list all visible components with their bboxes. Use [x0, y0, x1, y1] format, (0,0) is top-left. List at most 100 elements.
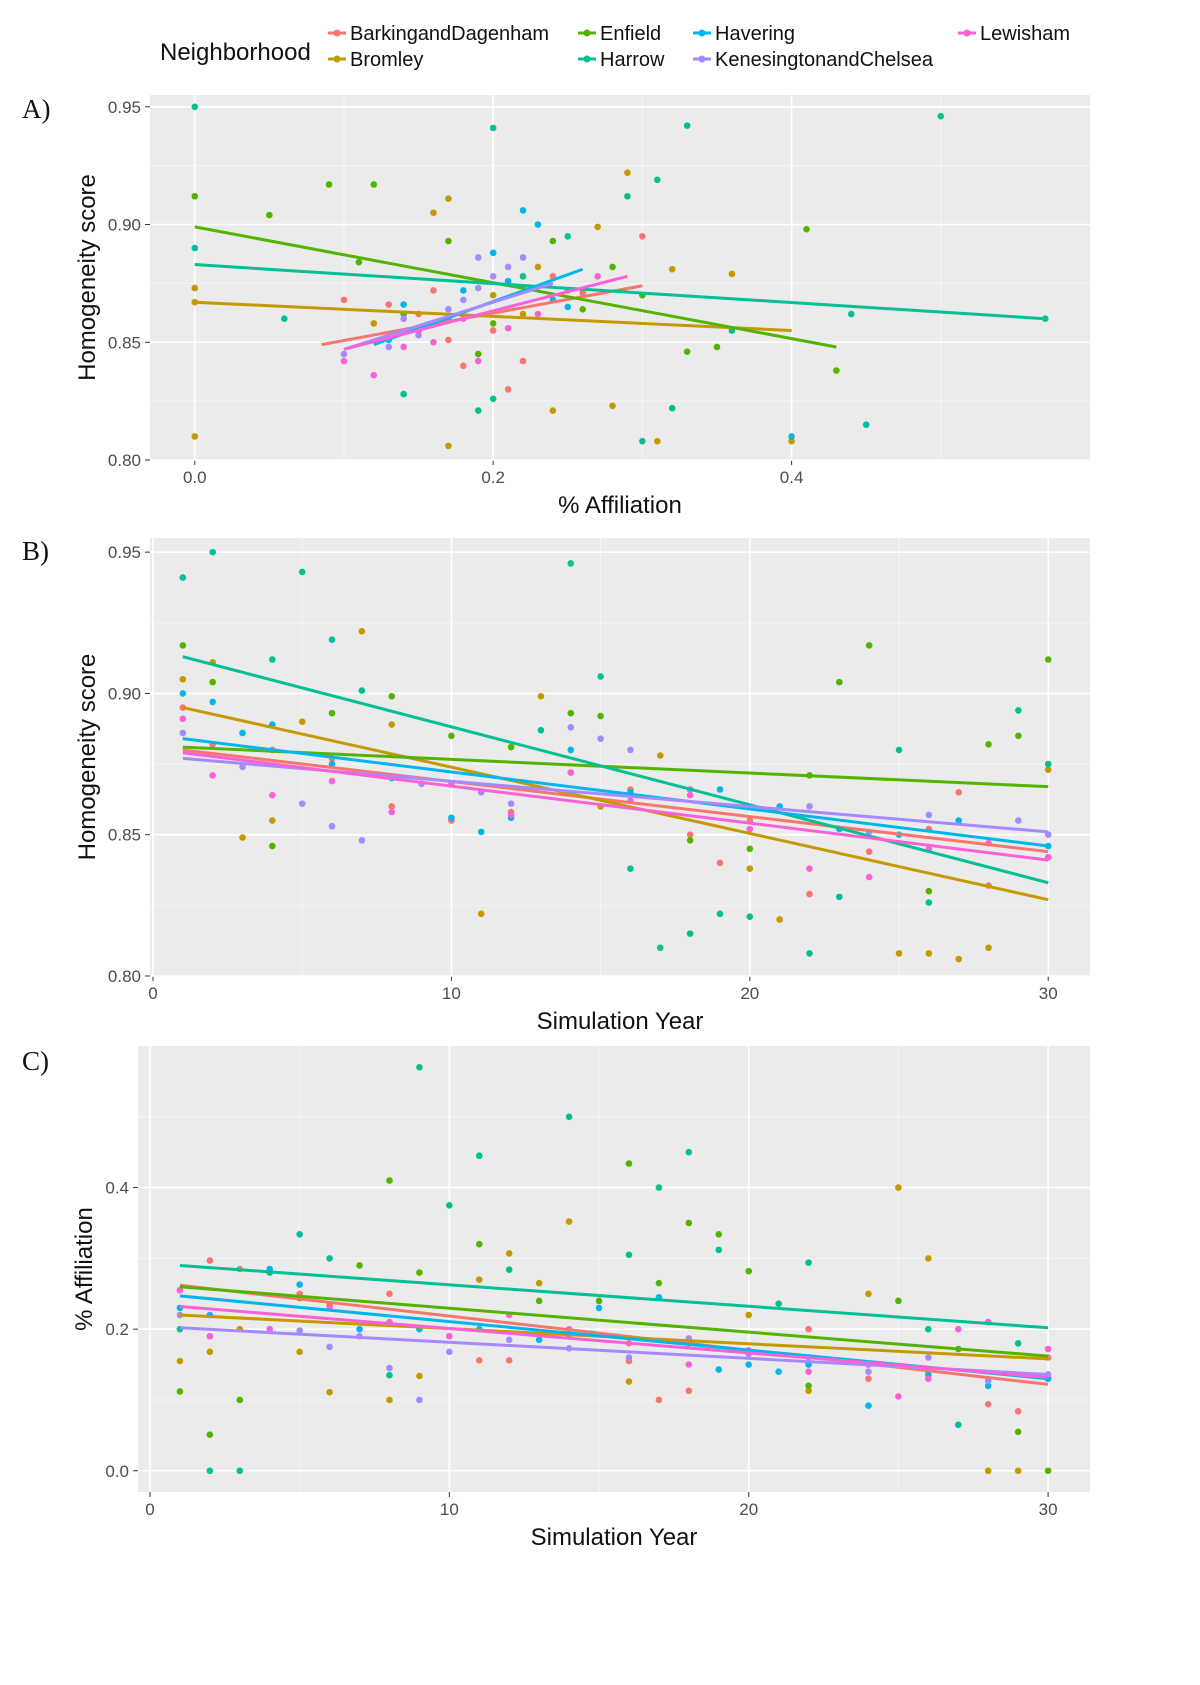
- panel-a-x-axis-title: % Affiliation: [558, 492, 682, 519]
- panel-c-point-lewisham: [176, 1286, 184, 1294]
- panel-c-point-havering: [745, 1361, 753, 1368]
- panel-a-point-barkinganddagenham: [385, 301, 393, 308]
- panel-b-point-enfield: [269, 842, 276, 850]
- panel-b-point-harrow: [537, 726, 545, 734]
- panel-b-point-enfield: [328, 709, 336, 717]
- panel-a-point-lewisham: [594, 273, 601, 280]
- panel-b-point-enfield: [686, 837, 694, 844]
- panel-a-point-harrow: [639, 437, 646, 445]
- panel-b-point-kenesingtonandchelsea: [328, 822, 336, 830]
- panel-a-point-barkinganddagenham: [430, 287, 437, 294]
- panel-c-point-barkinganddagenham: [206, 1257, 214, 1264]
- panel-b-point-bromley: [1044, 766, 1052, 774]
- panel-b-point-barkinganddagenham: [716, 859, 724, 867]
- panel-c-point-bromley: [176, 1357, 184, 1365]
- panel-a-point-lewisham: [504, 324, 512, 332]
- panel-a-point-harrow: [489, 124, 497, 132]
- panel-b-point-enfield: [1044, 656, 1052, 663]
- panel-b-ytick-label: 0.85: [108, 826, 141, 845]
- panel-c-point-harrow: [925, 1325, 932, 1333]
- panel-c-point-harrow: [236, 1467, 244, 1475]
- panel-a-point-kenesingtonandchelsea: [385, 343, 393, 351]
- panel-a-point-lewisham: [474, 357, 482, 365]
- panel-a-point-enfield: [713, 343, 721, 351]
- panel-b-point-enfield: [1015, 732, 1022, 740]
- panel-a-point-bromley: [534, 263, 542, 271]
- panel-c-ytick-label: 0.2: [105, 1320, 129, 1339]
- panel-a-trendline-enfield: [194, 225, 837, 349]
- panel-b-trendline-barkinganddagenham: [182, 748, 1049, 854]
- legend: Neighborhood BarkingandDagenham Bromley En…: [160, 23, 1070, 71]
- panel-b-point-enfield: [597, 712, 604, 720]
- panel-a-point-harrow: [400, 390, 407, 398]
- panel-b-point-lewisham: [269, 791, 276, 799]
- panel-b-point-lewisham: [507, 811, 515, 819]
- panel-b-point-harrow: [836, 893, 843, 901]
- panel-a-point-barkinganddagenham: [639, 232, 646, 240]
- panel-a-point-enfield: [445, 237, 452, 245]
- panel-b-point-harrow: [328, 636, 336, 644]
- panel-c-point-harrow: [386, 1371, 393, 1379]
- panel-c-point-kenesingtonandchelsea: [625, 1354, 633, 1361]
- panel-b-point-harrow: [179, 574, 187, 581]
- panel-b-point-lewisham: [686, 791, 694, 799]
- panel-b-point-harrow: [746, 913, 754, 920]
- panel-c-point-harrow: [625, 1251, 633, 1259]
- panel-c-point-enfield: [206, 1431, 214, 1438]
- panel-b-plot-background: [150, 538, 1090, 976]
- panel-b-point-bromley: [985, 944, 992, 952]
- panel-c-point-harrow: [565, 1113, 573, 1121]
- panel-a-point-kenesingtonandchelsea: [415, 331, 422, 339]
- panel-a-point-bromley: [445, 442, 452, 450]
- panel-c-point-bromley: [805, 1387, 812, 1395]
- panel-b-point-enfield: [865, 642, 873, 649]
- panel-b-point-bromley: [955, 955, 962, 963]
- panel-c-point-enfield: [745, 1267, 753, 1275]
- panel-a-point-barkinganddagenham: [445, 336, 452, 344]
- legend-key-dot-lewisham: [963, 29, 971, 37]
- panel-b-trendline-enfield: [182, 745, 1049, 789]
- panel-b-point-kenesingtonandchelsea: [239, 763, 246, 771]
- panel-b-point-kenesingtonandchelsea: [627, 746, 634, 754]
- panel-b-point-lewisham: [328, 777, 336, 785]
- panel-a-point-bromley: [624, 169, 631, 177]
- panel-a-point-kenesingtonandchelsea: [489, 273, 497, 280]
- legend-key-dot-harrow: [583, 55, 591, 63]
- legend-label-lewisham: Lewisham: [980, 23, 1070, 45]
- panel-b-point-bromley: [298, 718, 306, 725]
- panel-a-point-lewisham: [400, 343, 407, 351]
- panel-a-point-harrow: [937, 112, 945, 120]
- panel-a-point-kenesingtonandchelsea: [400, 315, 407, 323]
- panel-c-point-bromley: [535, 1279, 543, 1287]
- panel-b-point-bromley: [388, 721, 396, 728]
- panel-a-point-kenesingtonandchelsea: [445, 305, 452, 313]
- panel-c-point-bromley: [416, 1372, 423, 1380]
- panel-b-point-harrow: [627, 865, 634, 872]
- panel-b-point-harrow: [1015, 707, 1022, 714]
- panel-b-point-kenesingtonandchelsea: [567, 724, 575, 731]
- panel-b-point-havering: [477, 828, 485, 836]
- panel-a-point-harrow: [847, 310, 855, 318]
- panel-c-point-kenesingtonandchelsea: [326, 1343, 333, 1351]
- panel-a-point-harrow: [862, 421, 870, 428]
- panel-c-point-enfield: [1014, 1428, 1022, 1436]
- panel-a-point-bromley: [668, 265, 676, 273]
- panel-c-point-enfield: [356, 1262, 363, 1269]
- panel-b-point-harrow: [716, 910, 724, 918]
- panel-c-point-kenesingtonandchelsea: [865, 1368, 872, 1375]
- panel-b-point-lewisham: [746, 825, 754, 833]
- panel-a-point-enfield: [683, 348, 691, 355]
- panel-a-ytick-label: 0.85: [108, 333, 141, 352]
- panel-a-point-bromley: [489, 291, 497, 299]
- panel-b-y-axis-title: Homogeneity score: [74, 654, 101, 861]
- panel-b: B) 0 10 20 30 0.80 0.85 0.90 0.95 Simulation Year…: [22, 536, 1090, 1035]
- panel-b-point-lewisham: [179, 715, 187, 723]
- panel-b-point-harrow: [597, 673, 604, 680]
- panel-b-point-havering: [239, 729, 246, 737]
- panel-a-point-kenesingtonandchelsea: [460, 296, 467, 304]
- panel-a-point-harrow: [191, 103, 199, 111]
- panel-b-point-bromley: [925, 950, 933, 957]
- panel-b-point-bromley: [895, 950, 903, 957]
- panel-c-point-havering: [296, 1281, 303, 1288]
- panel-a-trendline-lewisham: [343, 274, 628, 351]
